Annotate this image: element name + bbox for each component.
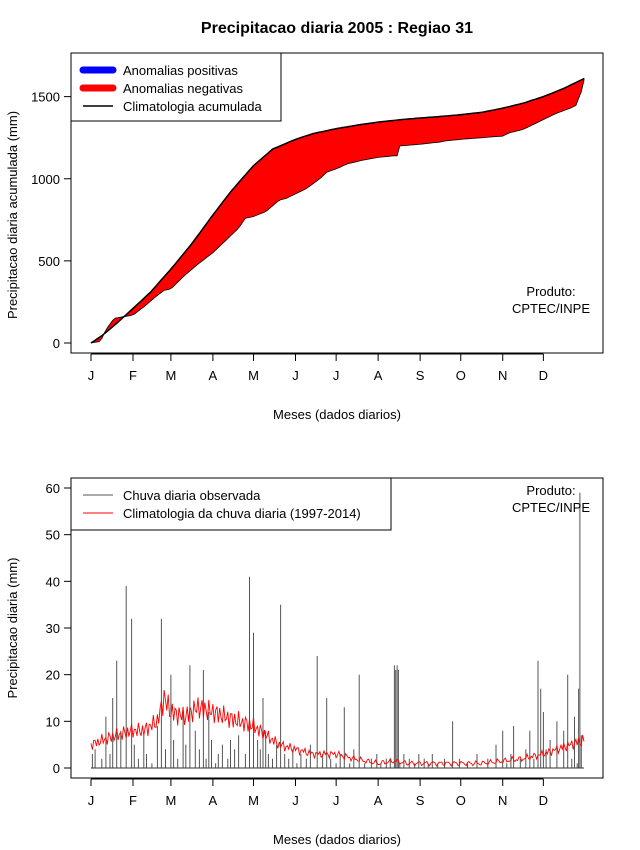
bottom-x-tick-label: D (539, 793, 548, 808)
bottom-y-tick-label: 10 (46, 714, 60, 729)
top-x-tick-label: S (416, 368, 425, 383)
bottom-legend-box (70, 477, 392, 531)
bottom-y-tick-label: 40 (46, 574, 60, 589)
bottom-x-tick-label: O (456, 793, 466, 808)
top-y-axis: 0 500 1000 1500 (31, 90, 72, 351)
top-y-tick-label: 0 (53, 336, 60, 351)
top-x-tick-label: J (88, 368, 95, 383)
top-x-tick-label: A (374, 368, 383, 383)
bottom-y-tick-label: 30 (46, 621, 60, 636)
bottom-legend: Chuva diaria observada Climatologia da c… (70, 477, 392, 531)
bottom-y-axis-label: Precipitacao diaria (mm) (5, 558, 20, 699)
bottom-product-label-line1: Produto: (526, 483, 575, 498)
top-y-tick-label: 1500 (31, 90, 60, 105)
chart-title: Precipitacao diaria 2005 : Regiao 31 (201, 20, 473, 37)
top-x-tick-label: J (292, 368, 299, 383)
top-y-tick-label: 500 (38, 254, 60, 269)
climatology-daily-line (90, 690, 585, 767)
bottom-x-tick-label: M (165, 793, 176, 808)
top-x-tick-label: J (333, 368, 340, 383)
top-legend: Anomalias positivas Anomalias negativas … (70, 52, 282, 122)
bottom-chart: 0 10 20 30 40 50 60 J F M A M J J A S O N D Precipitacao … (5, 477, 604, 847)
top-x-tick-label: O (456, 368, 466, 383)
top-product-label-line2: CPTEC/INPE (512, 301, 590, 316)
legend-label-clim-daily: Climatologia da chuva diaria (1997-2014) (123, 506, 361, 521)
top-x-tick-label: M (165, 368, 176, 383)
bottom-x-axis-label: Meses (dados diarios) (273, 832, 401, 847)
top-y-tick-label: 1000 (31, 172, 60, 187)
bottom-y-tick-label: 0 (53, 761, 60, 776)
bottom-x-tick-label: A (374, 793, 383, 808)
top-x-axis-label: Meses (dados diarios) (273, 407, 401, 422)
top-x-tick-label: D (539, 368, 548, 383)
bottom-x-tick-label: A (209, 793, 218, 808)
bottom-y-tick-label: 60 (46, 481, 60, 496)
bottom-product-label-line2: CPTEC/INPE (512, 500, 590, 515)
top-product-label-line1: Produto: (526, 284, 575, 299)
top-x-tick-label: N (498, 368, 507, 383)
bottom-x-tick-label: M (248, 793, 259, 808)
bottom-y-tick-label: 20 (46, 668, 60, 683)
top-chart: 0 500 1000 1500 J F M A M J J A S O N D Precipitacao d… (5, 52, 604, 422)
top-x-tick-label: A (209, 368, 218, 383)
bottom-y-axis: 0 10 20 30 40 50 60 (46, 481, 72, 776)
top-x-tick-label: F (129, 368, 137, 383)
bottom-x-tick-label: J (333, 793, 340, 808)
bottom-x-tick-label: N (498, 793, 507, 808)
bottom-x-tick-label: J (292, 793, 299, 808)
legend-label-positive: Anomalias positivas (123, 63, 238, 78)
bottom-x-tick-label: J (88, 793, 95, 808)
legend-label-observed: Chuva diaria observada (123, 488, 261, 503)
top-x-tick-label: M (248, 368, 259, 383)
bottom-y-tick-label: 50 (46, 528, 60, 543)
observed-daily-bars (91, 492, 584, 769)
bottom-x-tick-label: F (129, 793, 137, 808)
legend-label-negative: Anomalias negativas (123, 81, 243, 96)
bottom-x-tick-label: S (416, 793, 425, 808)
legend-label-climatology: Climatologia acumulada (123, 99, 263, 114)
top-y-axis-label: Precipitacao diaria acumulada (mm) (5, 111, 20, 319)
climatology-cumulative-line (90, 77, 585, 344)
